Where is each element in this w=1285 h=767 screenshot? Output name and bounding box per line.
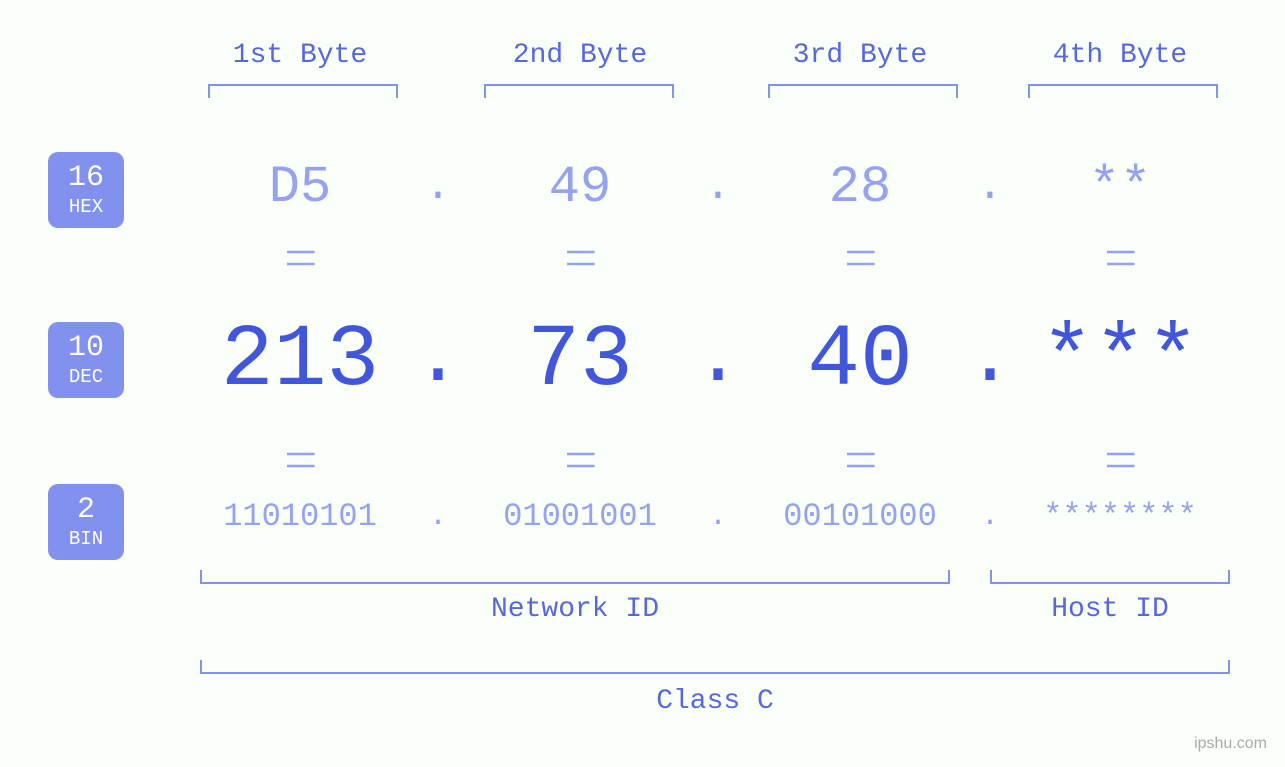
network-id-bracket (200, 570, 950, 584)
hex-byte-3: 28 (730, 158, 990, 217)
equals-1-2: || (563, 235, 597, 275)
equals-2-3: || (843, 437, 877, 477)
host-id-label: Host ID (990, 594, 1230, 625)
class-bracket (200, 660, 1230, 674)
equals-2-4: || (1103, 437, 1137, 477)
hex-byte-2: 49 (450, 158, 710, 217)
host-id-bracket (990, 570, 1230, 584)
top-bracket-4 (1028, 84, 1218, 98)
equals-1-1: || (283, 235, 317, 275)
bin-byte-1: 11010101 (165, 498, 435, 535)
class-label: Class C (200, 686, 1230, 717)
badge-bin-num: 2 (77, 494, 95, 527)
equals-2-1: || (283, 437, 317, 477)
badge-hex-lbl: HEX (69, 197, 103, 218)
bin-byte-3: 00101000 (725, 498, 995, 535)
badge-dec-lbl: DEC (69, 367, 103, 388)
badge-dec-num: 10 (68, 332, 104, 365)
dec-byte-1: 213 (160, 312, 440, 411)
dec-byte-3: 40 (720, 312, 1000, 411)
hex-byte-1: D5 (170, 158, 430, 217)
top-bracket-2 (484, 84, 674, 98)
badge-bin: 2 BIN (48, 484, 124, 560)
hex-byte-4: ** (990, 158, 1250, 217)
dec-byte-4: *** (980, 312, 1260, 411)
byte-header-2: 2nd Byte (480, 40, 680, 71)
badge-hex-num: 16 (68, 162, 104, 195)
watermark: ipshu.com (1194, 735, 1267, 753)
equals-1-4: || (1103, 235, 1137, 275)
top-bracket-3 (768, 84, 958, 98)
badge-hex: 16 HEX (48, 152, 124, 228)
byte-header-4: 4th Byte (1020, 40, 1220, 71)
byte-header-3: 3rd Byte (760, 40, 960, 71)
dec-byte-2: 73 (440, 312, 720, 411)
equals-2-2: || (563, 437, 597, 477)
byte-header-1: 1st Byte (200, 40, 400, 71)
bin-byte-4: ******** (985, 498, 1255, 535)
top-bracket-1 (208, 84, 398, 98)
badge-bin-lbl: BIN (69, 529, 103, 550)
equals-1-3: || (843, 235, 877, 275)
bin-byte-2: 01001001 (445, 498, 715, 535)
network-id-label: Network ID (200, 594, 950, 625)
badge-dec: 10 DEC (48, 322, 124, 398)
